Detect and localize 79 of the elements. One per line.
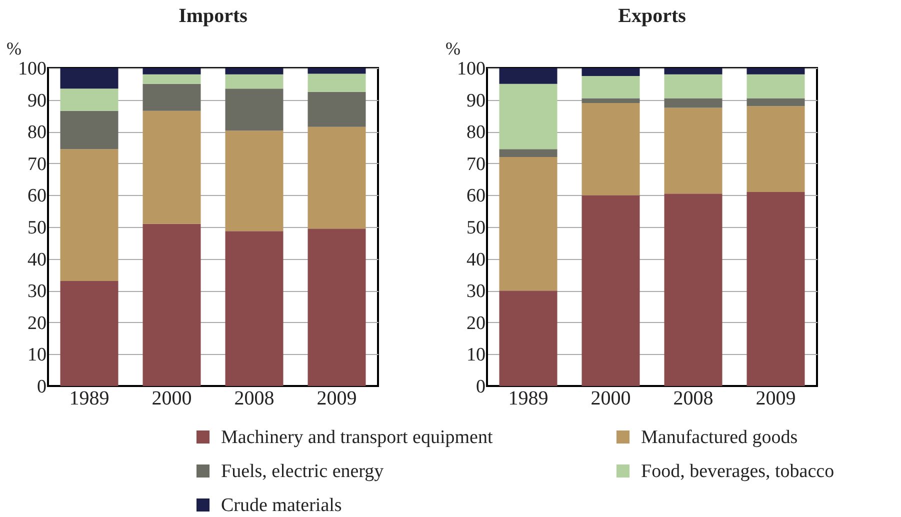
bar <box>225 130 284 232</box>
bar <box>582 195 640 386</box>
bar <box>60 110 118 150</box>
bar <box>308 68 366 74</box>
bar <box>142 68 201 74</box>
bar <box>499 84 558 150</box>
bar <box>664 68 722 74</box>
y-tick-label: 90 <box>28 90 46 112</box>
y-tick-label: 100 <box>18 58 46 80</box>
y-tick-label: 0 <box>37 376 46 398</box>
x-tick-label: 2000 <box>590 388 631 410</box>
legend-label: Crude materials <box>221 495 342 516</box>
x-tick-label: 2000 <box>152 388 192 410</box>
bar <box>60 88 118 111</box>
bar <box>746 192 805 386</box>
bar <box>499 290 558 386</box>
y-tick-label: 30 <box>28 281 46 302</box>
bar <box>582 76 640 98</box>
bar <box>582 98 640 103</box>
bar <box>582 102 640 196</box>
y-tick-label: 0 <box>476 376 486 398</box>
y-tick-label: 50 <box>466 218 486 238</box>
bar <box>225 231 284 386</box>
y-tick-label: 60 <box>28 186 46 207</box>
y-tick-label: 40 <box>466 249 486 270</box>
y-tick-label: 70 <box>466 154 486 175</box>
bar <box>664 98 722 108</box>
bar <box>746 74 805 98</box>
bar <box>142 110 201 224</box>
bar <box>142 224 201 386</box>
bar <box>142 84 201 111</box>
bar <box>308 228 366 386</box>
y-tick-label: 50 <box>28 218 46 238</box>
y-tick-label: 20 <box>466 312 486 334</box>
legend-label: Fuels, electric energy <box>221 461 384 482</box>
y-axis-title: % <box>446 38 460 58</box>
bar <box>499 149 558 158</box>
chart-title: Imports <box>178 5 248 27</box>
y-tick-label: 40 <box>28 249 46 270</box>
legend-label: Manufactured goods <box>641 427 798 448</box>
bar <box>60 149 118 282</box>
bar <box>142 74 201 84</box>
x-tick-label: 2008 <box>673 388 714 410</box>
bar <box>499 68 558 84</box>
x-tick-label: 2009 <box>316 388 357 410</box>
x-tick-label: 1989 <box>508 388 548 410</box>
bar <box>225 74 284 89</box>
bar <box>225 68 284 74</box>
y-tick-label: 60 <box>466 186 486 207</box>
y-tick-label: 30 <box>466 281 486 302</box>
bar <box>308 92 366 127</box>
bar <box>664 74 722 98</box>
bar <box>664 194 722 386</box>
x-tick-label: 1989 <box>69 388 110 410</box>
x-tick-label: 2008 <box>234 388 274 410</box>
bar <box>60 68 118 89</box>
bar <box>746 106 805 192</box>
bar <box>582 68 640 76</box>
bar <box>308 126 366 229</box>
x-tick-label: 2009 <box>756 388 796 410</box>
chart-title: Exports <box>618 5 686 27</box>
legend-label: Machinery and transport equipment <box>221 427 494 448</box>
y-tick-label: 80 <box>28 122 46 144</box>
bar <box>746 98 805 106</box>
y-tick-label: 90 <box>466 90 486 112</box>
bar <box>746 68 805 74</box>
y-tick-label: 10 <box>28 344 46 366</box>
y-axis-title: % <box>6 38 22 58</box>
bar <box>225 88 284 131</box>
y-tick-label: 80 <box>466 122 486 144</box>
legend-label: Food, beverages, tobacco <box>641 461 834 482</box>
y-tick-label: 10 <box>466 344 486 366</box>
y-tick-label: 70 <box>28 154 46 175</box>
bar <box>60 281 118 386</box>
y-tick-label: 100 <box>457 58 486 80</box>
y-tick-label: 20 <box>28 312 46 334</box>
bar <box>499 157 558 291</box>
bar <box>664 108 722 194</box>
bar <box>308 74 366 92</box>
